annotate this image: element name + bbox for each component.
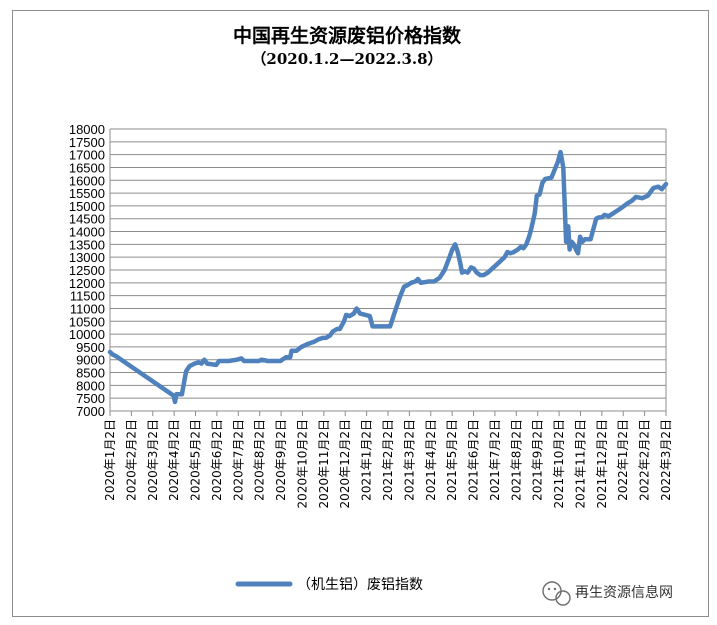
- y-tick-label: 14500: [69, 212, 105, 227]
- watermark-text: 再生资源信息网: [575, 584, 673, 601]
- x-tick-label: 2020年9月2日: [274, 419, 288, 501]
- y-tick-label: 8000: [76, 378, 105, 393]
- x-tick-label: 2022年3月2日: [659, 419, 673, 501]
- y-axis-ticks: 7000750080008500900095001000010500110001…: [69, 122, 105, 419]
- x-tick-label: 2021年3月2日: [402, 419, 416, 501]
- y-tick-label: 9000: [76, 353, 105, 368]
- y-tick-label: 7500: [76, 391, 105, 406]
- x-tick-label: 2021年12月2日: [595, 419, 609, 508]
- y-tick-label: 16000: [69, 173, 105, 188]
- y-tick-label: 18000: [69, 122, 105, 137]
- x-tick-label: 2020年5月2日: [189, 419, 203, 501]
- y-tick-label: 10500: [69, 314, 105, 329]
- legend-label: （机生铝）废铝指数: [297, 577, 423, 593]
- y-tick-label: 16500: [69, 160, 105, 175]
- x-tick-label: 2021年11月2日: [573, 419, 587, 508]
- y-tick-label: 14000: [69, 225, 105, 240]
- y-tick-label: 15000: [69, 199, 105, 214]
- grid: [109, 128, 667, 412]
- x-tick-label: 2020年4月2日: [167, 419, 181, 501]
- y-tick-label: 13500: [69, 237, 105, 252]
- y-tick-label: 7000: [76, 404, 105, 419]
- y-tick-label: 11500: [70, 289, 105, 304]
- x-tick-label: 2021年9月2日: [531, 419, 545, 501]
- y-tick-label: 17000: [69, 148, 105, 163]
- y-tick-label: 10000: [69, 327, 105, 342]
- x-tick-label: 2020年12月2日: [338, 419, 352, 508]
- x-tick-label: 2020年10月2日: [295, 419, 309, 508]
- x-tick-label: 2021年8月2日: [509, 419, 523, 501]
- y-tick-label: 11000: [70, 301, 105, 316]
- watermark: 再生资源信息网: [542, 581, 673, 606]
- x-axis-ticks: 2020年1月2日 2020年2月2日 2020年3月2日 2020年4月2日 2020…: [103, 411, 673, 508]
- y-tick-label: 8500: [76, 366, 105, 381]
- x-tick-label: 2020年7月2日: [231, 419, 245, 501]
- x-tick-label: 2020年6月2日: [210, 419, 224, 501]
- x-tick-label: 2020年3月2日: [146, 419, 160, 501]
- x-tick-label: 2020年2月2日: [124, 419, 138, 501]
- chart-title: 中国再生资源废铝价格指数: [233, 24, 462, 47]
- x-tick-label: 2020年11月2日: [317, 419, 331, 508]
- x-tick-label: 2021年1月2日: [360, 419, 374, 501]
- series-line: [107, 149, 669, 405]
- x-tick-label: 2021年6月2日: [467, 419, 481, 501]
- x-tick-label: 2020年1月2日: [103, 419, 117, 501]
- x-tick-label: 2021年7月2日: [488, 419, 502, 501]
- series-layer: [107, 149, 669, 405]
- y-tick-label: 15500: [69, 186, 105, 201]
- x-tick-label: 2022年2月2日: [638, 419, 652, 501]
- y-tick-label: 13000: [69, 250, 105, 265]
- x-tick-label: 2021年4月2日: [424, 419, 438, 501]
- x-tick-label: 2021年10月2日: [552, 419, 566, 508]
- chart-subtitle: （2020.1.2—2022.3.8）: [251, 50, 442, 68]
- x-tick-label: 2021年2月2日: [381, 419, 395, 501]
- y-tick-label: 17500: [69, 135, 105, 150]
- y-tick-label: 12000: [69, 276, 105, 291]
- y-tick-label: 9500: [76, 340, 105, 355]
- y-tick-label: 12500: [69, 263, 105, 278]
- x-tick-label: 2022年1月2日: [616, 419, 630, 501]
- x-tick-label: 2021年5月2日: [445, 419, 459, 501]
- legend: （机生铝）废铝指数: [235, 577, 423, 593]
- x-tick-label: 2020年8月2日: [253, 419, 267, 501]
- wechat-icon: [542, 581, 571, 606]
